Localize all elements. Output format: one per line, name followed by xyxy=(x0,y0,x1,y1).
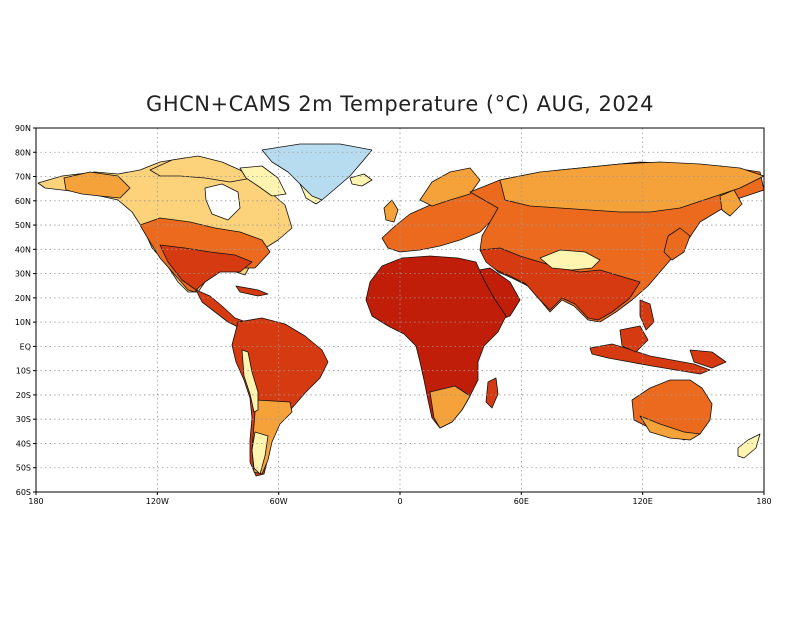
lon-tick-label: 0 xyxy=(397,497,402,506)
lat-tick-label: 30N xyxy=(15,270,31,279)
greenland-shape xyxy=(261,143,373,201)
borneo-shape xyxy=(619,325,649,353)
north-america-hot-shape xyxy=(159,244,253,291)
caribbean-islands-shape xyxy=(235,285,269,297)
latitude-labels: 90N 80N 70N 60N 50N 40N 30N 20N 10N EQ 10S 20S 30S 40… xyxy=(15,124,36,497)
lat-tick-label: 60N xyxy=(15,197,31,206)
lat-tick-label: 20N xyxy=(15,294,31,303)
longitude-labels: 180 120W 60W 0 60E 120E 180 xyxy=(28,492,772,506)
lon-tick-label: 60W xyxy=(270,497,288,506)
australia-south-shape xyxy=(639,415,701,441)
lon-tick-label: 180 xyxy=(756,497,771,506)
map-title: GHCN+CAMS 2m Temperature (°C) AUG, 2024 xyxy=(146,92,654,116)
lon-tick-label: 60E xyxy=(514,497,529,506)
lat-tick-label: 10S xyxy=(16,367,31,376)
lat-tick-label: 90N xyxy=(15,124,31,133)
lat-tick-label: 40N xyxy=(15,245,31,254)
british-isles-shape xyxy=(383,199,399,223)
madagascar-shape xyxy=(485,377,499,409)
kamchatka-shape xyxy=(719,189,743,217)
lat-tick-label: 50N xyxy=(15,221,31,230)
lon-tick-label: 180 xyxy=(28,497,43,506)
lat-tick-label: 40S xyxy=(16,439,31,448)
greenland-coast-shape xyxy=(299,183,323,205)
baffin-island-shape xyxy=(239,165,287,197)
south-america-shape xyxy=(231,317,329,477)
lat-tick-label: 60S xyxy=(16,488,31,497)
africa-south-shape xyxy=(429,385,471,429)
japan-shape xyxy=(663,227,691,261)
patagonia-shape xyxy=(251,431,269,475)
lat-tick-label: 50S xyxy=(16,464,31,473)
hudson-bay-shape xyxy=(204,183,241,221)
scandinavia-shape xyxy=(419,167,481,207)
lat-tick-label: 10N xyxy=(15,318,31,327)
land-temperature-field xyxy=(37,143,765,477)
lat-tick-label: 20S xyxy=(16,391,31,400)
philippines-shape xyxy=(639,299,655,331)
siberia-shape xyxy=(499,161,765,213)
indonesia-shape xyxy=(589,343,711,375)
new-guinea-shape xyxy=(689,349,727,369)
lon-tick-label: 120E xyxy=(633,497,653,506)
tibet-plateau-shape xyxy=(539,249,601,271)
alaska-shape xyxy=(63,171,131,199)
lon-tick-label: 120W xyxy=(146,497,169,506)
iceland-shape xyxy=(349,173,373,187)
lat-tick-label: 70N xyxy=(15,173,31,182)
andes-shape xyxy=(241,349,259,413)
lat-tick-label: EQ xyxy=(20,342,31,351)
lat-tick-label: 80N xyxy=(15,148,31,157)
new-zealand-shape xyxy=(737,433,761,459)
lat-tick-label: 30S xyxy=(16,415,31,424)
